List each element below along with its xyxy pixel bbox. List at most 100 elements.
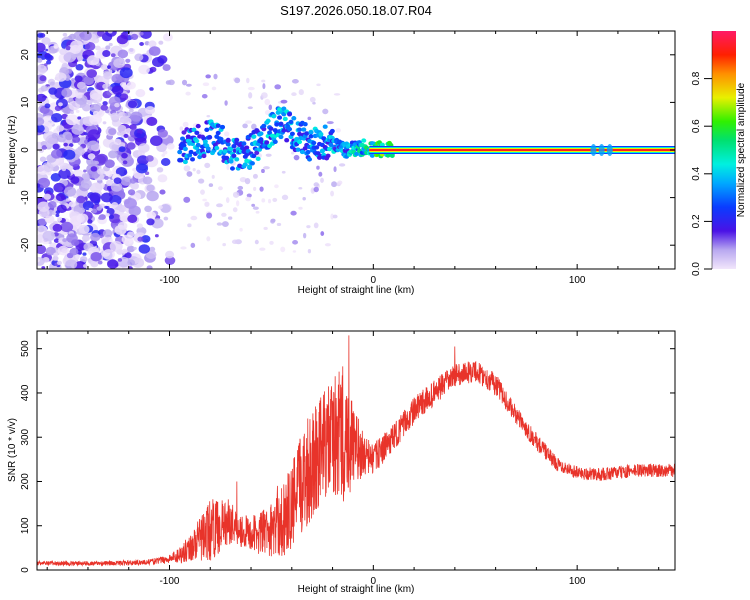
heatmap-noise-cell (108, 128, 117, 135)
heatmap-signal-cell (225, 142, 231, 147)
heatmap-noise-cell (213, 73, 218, 80)
snr-xlabel: Height of straight line (km) (298, 584, 415, 595)
heatmap-noise-cell (216, 203, 223, 208)
heatmap-noise-cell (81, 103, 91, 112)
heatmap-noise-cell (185, 91, 191, 96)
heatmap-noise-cell (144, 205, 152, 213)
heatmap-noise-cell (298, 187, 303, 190)
heatmap-signal-cell (195, 142, 201, 148)
heatmap-signal-cell (354, 151, 360, 157)
snr-xtick-label: 100 (569, 576, 586, 587)
heatmap-signal-cell (361, 138, 367, 143)
heatmap-noise-cell (262, 83, 266, 90)
heatmap-signal-cell (287, 112, 293, 117)
heatmap-signal-cell (215, 130, 221, 136)
heatmap-noise-cell (76, 55, 84, 61)
heatmap-noise-cell (108, 214, 115, 220)
heatmap-noise-cell (107, 31, 113, 34)
heatmap-noise-cell (118, 146, 126, 153)
heatmap-noise-cell (61, 88, 73, 98)
heatmap-noise-cell (179, 126, 184, 131)
heatmap-noise-cell (146, 190, 159, 202)
heatmap-noise-cell (181, 79, 188, 86)
heatmap-noise-cell (45, 122, 50, 126)
heatmap-noise-cell (190, 242, 196, 248)
heatmap-noise-cell (110, 53, 116, 58)
heatmap-signal-cell (191, 127, 197, 132)
spectrogram-ytick-label: -10 (20, 190, 31, 205)
heatmap-noise-cell (108, 42, 113, 47)
heatmap-noise-cell (89, 114, 102, 125)
carrier-core (369, 149, 675, 151)
heatmap-noise-cell (37, 257, 45, 266)
heatmap-noise-cell (100, 64, 108, 71)
heatmap-noise-cell (293, 154, 300, 161)
heatmap-noise-cell (89, 103, 101, 113)
heatmap-noise-cell (55, 210, 61, 215)
heatmap-noise-cell (127, 47, 136, 55)
heatmap-noise-cell (69, 247, 79, 256)
heatmap-noise-cell (309, 96, 316, 103)
heatmap-signal-cell (308, 134, 314, 139)
heatmap-noise-cell (205, 74, 211, 79)
colorbar-gradient (712, 31, 736, 269)
heatmap-noise-cell (333, 166, 337, 173)
heatmap-noise-cell (154, 234, 159, 238)
heatmap-noise-cell (89, 89, 103, 100)
heatmap-noise-cell (290, 210, 297, 216)
heatmap-signal-cell (202, 139, 208, 144)
heatmap-noise-cell (90, 166, 98, 172)
snr-ylabel: SNR (10 * v/v) (7, 418, 18, 482)
heatmap-noise-cell (86, 55, 100, 66)
heatmap-signal-cell (297, 127, 303, 132)
heatmap-noise-cell (84, 41, 96, 51)
heatmap-noise-cell (70, 110, 75, 115)
heatmap-noise-cell (127, 214, 138, 223)
heatmap-noise-cell (117, 221, 128, 230)
heatmap-noise-cell (313, 186, 319, 193)
heatmap-signal-cell (304, 131, 310, 136)
spectrogram-ytick-label: 20 (20, 49, 31, 61)
heatmap-noise-cell (162, 64, 171, 71)
heatmap-noise-cell (52, 255, 59, 261)
heatmap-noise-cell (100, 104, 109, 111)
heatmap-noise-cell (61, 167, 67, 172)
heatmap-noise-cell (45, 246, 56, 256)
heatmap-noise-cell (37, 33, 43, 38)
heatmap-signal-cell (231, 153, 237, 159)
heatmap-noise-cell (37, 177, 51, 189)
heatmap-noise-cell (335, 128, 341, 133)
heatmap-signal-cell (194, 138, 200, 144)
heatmap-noise-cell (269, 240, 274, 245)
heatmap-noise-cell (63, 186, 77, 197)
heatmap-noise-cell (108, 150, 118, 159)
heatmap-noise-cell (37, 64, 47, 75)
heatmap-noise-cell (71, 124, 85, 135)
heatmap-noise-cell (96, 206, 102, 211)
heatmap-noise-cell (55, 158, 65, 167)
heatmap-signal-cell (328, 142, 334, 147)
heatmap-noise-cell (80, 179, 92, 189)
heatmap-noise-cell (121, 152, 128, 159)
heatmap-noise-cell (180, 246, 187, 250)
heatmap-noise-cell (105, 45, 111, 50)
heatmap-noise-cell (48, 87, 58, 95)
heatmap-noise-cell (119, 93, 129, 101)
heatmap-noise-cell (80, 31, 92, 41)
heatmap-noise-cell (183, 196, 191, 203)
heatmap-noise-cell (313, 222, 319, 229)
heatmap-noise-cell (146, 116, 158, 127)
heatmap-noise-cell (65, 45, 71, 51)
heatmap-noise-cell (280, 99, 288, 104)
heatmap-signal-cell (271, 113, 277, 119)
colorbar-tick-label: 0.4 (691, 166, 702, 180)
heatmap-signal-cell (244, 145, 250, 150)
heatmap-noise-cell (160, 158, 171, 166)
heatmap-noise-cell (52, 223, 63, 232)
heatmap-noise-cell (291, 151, 295, 155)
heatmap-noise-cell (117, 49, 129, 59)
heatmap-noise-cell (65, 259, 78, 269)
heatmap-noise-cell (117, 258, 123, 262)
heatmap-noise-cell (87, 129, 101, 140)
heatmap-signal-cell (215, 123, 221, 128)
